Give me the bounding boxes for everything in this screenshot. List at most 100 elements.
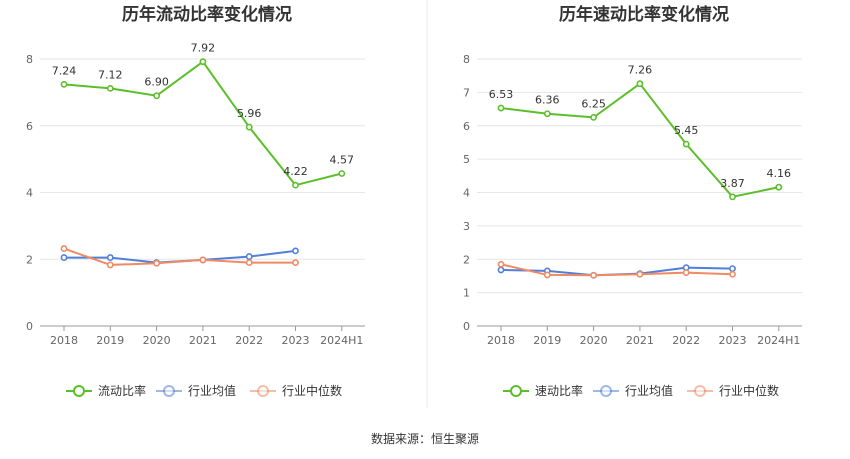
data-label: 7.92: [191, 42, 216, 55]
data-point-industry_median: [245, 259, 253, 266]
y-tick-label: 4: [26, 187, 33, 200]
x-tick-label: 2018: [50, 334, 78, 347]
x-tick-label: 2020: [143, 334, 171, 347]
chart-title: 历年速动比率变化情况: [559, 4, 729, 25]
legend-label: 行业中位数: [719, 383, 779, 398]
series-line-industry_median: [500, 263, 733, 277]
y-tick-label: 8: [463, 53, 470, 66]
data-point-main: [245, 123, 253, 131]
legend-item-industry_avg: 行业均值: [593, 383, 673, 398]
data-label: 3.87: [720, 177, 745, 190]
data-point-main: [775, 183, 783, 191]
legend-label: 行业均值: [188, 383, 236, 398]
data-point-industry_median: [497, 260, 505, 268]
data-point-industry_median: [682, 269, 690, 276]
legend-marker: [73, 385, 85, 397]
data-point-main: [199, 58, 207, 66]
data-point-main: [153, 92, 160, 100]
data-point-industry_median: [199, 256, 207, 264]
x-tick-label: 2021: [626, 334, 654, 347]
series-line-industry_median: [63, 247, 296, 266]
legend-label: 速动比率: [535, 383, 583, 398]
x-tick-label: 2020: [580, 334, 608, 347]
legend-item-industry_median: 行业中位数: [687, 383, 779, 398]
legend-marker: [163, 385, 175, 397]
data-point-industry_avg: [729, 265, 736, 272]
data-point-main: [729, 193, 736, 201]
x-tick-label: 2019: [533, 334, 561, 347]
data-label: 5.96: [237, 107, 262, 120]
legend-label: 流动比率: [98, 383, 146, 398]
data-point-industry_avg: [106, 254, 114, 261]
data-label: 7.24: [52, 64, 77, 77]
data-label: 6.53: [489, 88, 514, 101]
legend-marker: [510, 385, 522, 397]
data-point-main: [636, 80, 644, 88]
y-tick-label: 4: [463, 187, 470, 200]
data-point-main: [60, 80, 68, 88]
data-point-industry_median: [636, 270, 644, 278]
y-tick-label: 2: [463, 253, 470, 266]
data-point-industry_avg: [292, 247, 299, 255]
data-label: 7.12: [98, 68, 123, 81]
legend-marker: [257, 385, 269, 397]
data-label: 4.22: [283, 165, 308, 178]
data-point-industry_median: [729, 270, 736, 278]
y-tick-label: 1: [463, 287, 470, 300]
y-tick-label: 3: [463, 220, 470, 233]
data-point-main: [682, 140, 690, 148]
data-label: 4.57: [330, 153, 355, 166]
data-point-industry_median: [106, 261, 114, 269]
data-label: 4.16: [767, 167, 792, 180]
x-tick-label: 2021: [189, 334, 217, 347]
y-tick-label: 0: [26, 320, 33, 333]
data-source-note: 数据来源：恒生聚源: [371, 431, 479, 446]
x-tick-label: 2022: [235, 334, 263, 347]
legend-marker: [694, 385, 706, 397]
x-tick-label: 2023: [719, 334, 747, 347]
legend-marker: [600, 385, 612, 397]
data-label: 5.45: [674, 124, 699, 137]
legend-label: 行业中位数: [282, 383, 342, 398]
data-point-main: [590, 114, 597, 121]
legend-item-main: 速动比率: [503, 383, 583, 398]
legend-item-main: 流动比率: [66, 383, 146, 398]
data-point-industry_median: [590, 271, 597, 279]
data-label: 6.90: [144, 76, 169, 89]
data-point-main: [106, 84, 114, 92]
data-point-industry_avg: [60, 254, 68, 261]
data-point-industry_median: [153, 259, 160, 267]
y-tick-label: 6: [463, 120, 470, 133]
data-label: 6.25: [581, 97, 606, 110]
data-point-industry_median: [60, 245, 68, 252]
data-point-industry_avg: [497, 266, 505, 274]
x-tick-label: 2024H1: [320, 334, 363, 347]
x-tick-label: 2023: [282, 334, 310, 347]
legend-item-industry_median: 行业中位数: [250, 383, 342, 398]
chart-2: 历年速动比率变化情况 0 1 2 3 4 5 6 7 8 2018 2019 2020 2021 2022 2…: [463, 4, 802, 398]
y-tick-label: 7: [463, 86, 470, 99]
y-tick-label: 8: [26, 53, 33, 66]
data-point-industry_median: [292, 259, 299, 266]
y-tick-label: 5: [463, 153, 470, 166]
data-point-main: [543, 110, 551, 118]
legend-label: 行业均值: [625, 383, 673, 398]
data-point-main: [497, 104, 505, 112]
data-point-main: [338, 170, 346, 177]
chart-title: 历年流动比率变化情况: [122, 4, 292, 25]
data-label: 6.36: [535, 94, 560, 107]
x-tick-label: 2024H1: [757, 334, 800, 347]
x-tick-label: 2019: [96, 334, 124, 347]
y-tick-label: 6: [26, 120, 33, 133]
y-tick-label: 0: [463, 320, 470, 333]
legend-item-industry_avg: 行业均值: [156, 383, 236, 398]
x-tick-label: 2022: [672, 334, 700, 347]
chart-1: 历年流动比率变化情况 0 2 4 6 8 2018 2019 2020 2021 2022 2023 2…: [26, 4, 365, 398]
data-point-main: [292, 181, 299, 189]
data-point-industry_avg: [245, 253, 253, 260]
data-point-industry_median: [543, 271, 551, 279]
data-label: 7.26: [628, 64, 653, 77]
x-tick-label: 2018: [487, 334, 515, 347]
